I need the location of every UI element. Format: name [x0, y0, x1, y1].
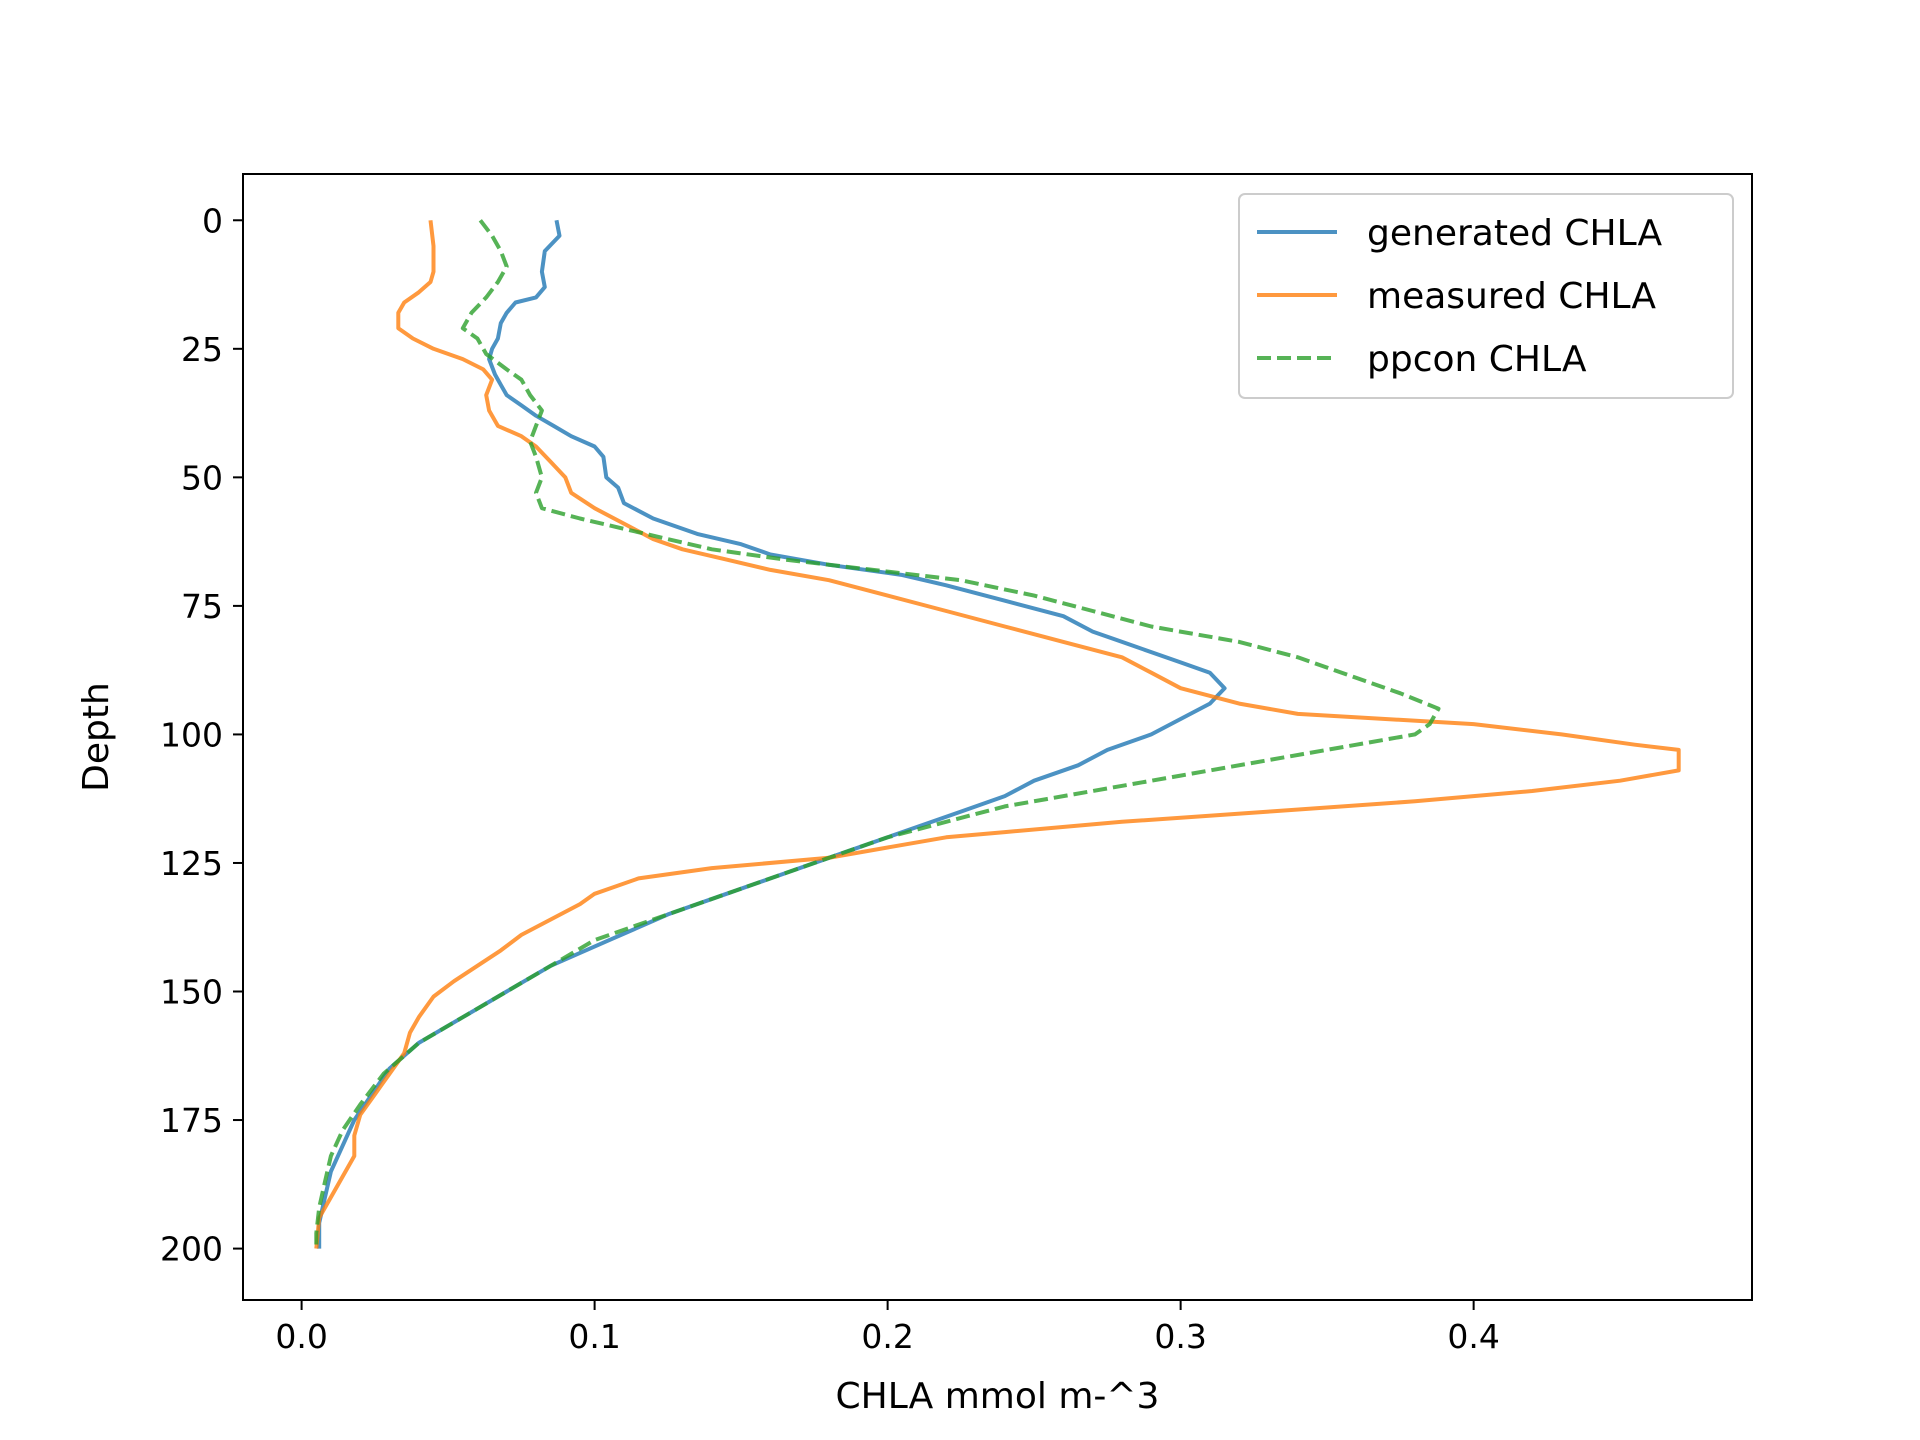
x-tick-label: 0.2: [861, 1317, 913, 1356]
y-tick-label: 175: [160, 1101, 223, 1140]
y-tick-label: 50: [181, 458, 223, 497]
series-line-measured-chla: [314, 220, 1681, 1249]
legend-label: measured CHLA: [1367, 276, 1656, 317]
x-axis-ticks: 0.0 0.1 0.2 0.3 0.4: [275, 1300, 1500, 1356]
legend-items: generated CHLA measured CHLA ppcon CHLA: [1257, 213, 1662, 380]
y-axis-label: Depth: [76, 682, 117, 792]
x-tick-label: 0.3: [1154, 1317, 1206, 1356]
y-tick-label: 75: [181, 587, 223, 626]
y-tick-label: 25: [181, 330, 223, 369]
y-tick-label: 150: [160, 973, 223, 1012]
x-tick-label: 0.1: [568, 1317, 620, 1356]
legend-label: ppcon CHLA: [1367, 339, 1587, 380]
legend: generated CHLA measured CHLA ppcon CHLA: [1238, 193, 1734, 399]
x-tick-label: 0.0: [275, 1317, 327, 1356]
y-axis-ticks: 0 25 50 75 100 125 150 175 200: [160, 201, 243, 1269]
legend-label: generated CHLA: [1367, 213, 1662, 254]
series-layer: [314, 219, 1681, 1249]
y-tick-label: 125: [160, 844, 223, 883]
x-axis-label: CHLA mmol m-^3: [836, 1376, 1160, 1417]
series-line-ppcon-chla: [314, 219, 1441, 1249]
y-tick-label: 200: [160, 1230, 223, 1269]
plot-frame: [242, 173, 1753, 1301]
x-tick-label: 0.4: [1447, 1317, 1499, 1356]
legend-box: [1238, 193, 1734, 399]
y-tick-label: 100: [160, 715, 223, 754]
y-tick-label: 0: [202, 201, 223, 240]
